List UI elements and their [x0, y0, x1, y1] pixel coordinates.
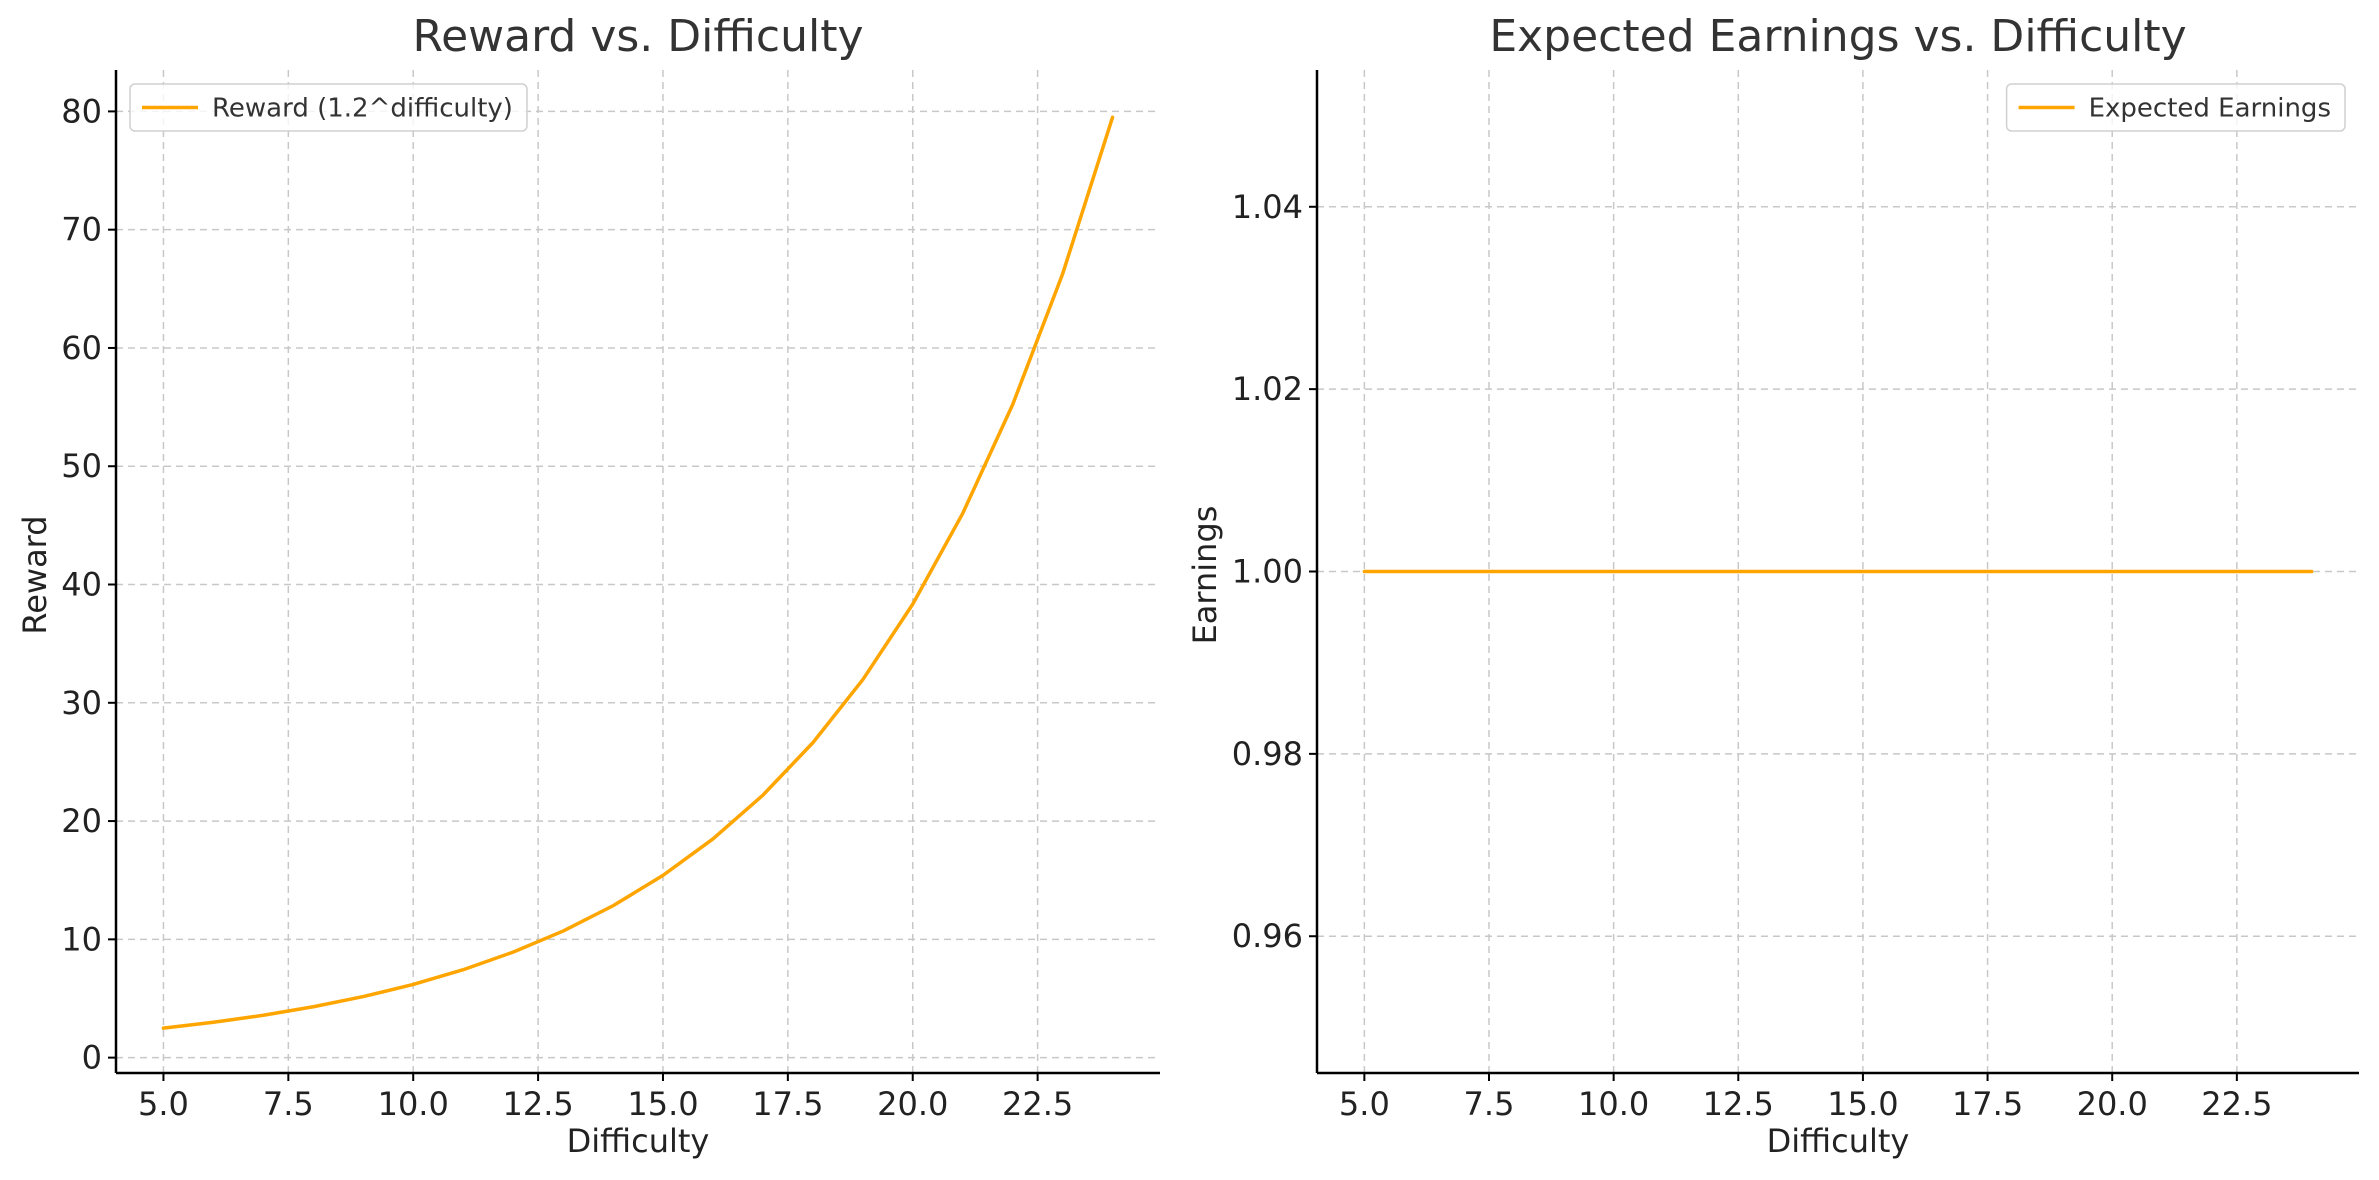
x-axis-label: Difficulty [567, 1122, 710, 1160]
x-tick-label: 17.5 [1952, 1085, 2023, 1123]
x-tick-label: 22.5 [2201, 1085, 2272, 1123]
chart-title: Reward vs. Difficulty [412, 11, 863, 62]
x-tick-label: 20.0 [2077, 1085, 2148, 1123]
x-tick-label: 7.5 [263, 1085, 314, 1123]
y-tick-label: 0 [82, 1039, 102, 1077]
legend: Reward (1.2^difficulty) [129, 83, 528, 132]
legend: Expected Earnings [2005, 83, 2346, 132]
x-tick-label: 10.0 [1578, 1085, 1649, 1123]
y-tick-label: 50 [61, 447, 102, 485]
x-tick-label: 5.0 [1339, 1085, 1390, 1123]
y-tick-label: 1.00 [1232, 553, 1303, 591]
x-tick-label: 20.0 [877, 1085, 948, 1123]
legend-box [2005, 83, 2346, 132]
x-tick-label: 12.5 [1703, 1085, 1774, 1123]
legend-box [129, 83, 528, 132]
y-tick-label: 1.02 [1232, 370, 1303, 408]
y-tick-label: 1.04 [1232, 188, 1303, 226]
chart-title: Expected Earnings vs. Difficulty [1489, 11, 2186, 62]
y-axis-label: Earnings [1186, 506, 1224, 645]
y-tick-label: 70 [61, 211, 102, 249]
x-tick-label: 15.0 [1827, 1085, 1898, 1123]
y-axis-label: Reward [16, 515, 54, 634]
reward-chart: Reward vs. Difficulty Difficulty Reward … [16, 11, 1160, 1160]
legend-label: Reward (1.2^difficulty) [212, 94, 513, 124]
x-tick-label: 15.0 [627, 1085, 698, 1123]
y-tick-label: 0.96 [1232, 917, 1303, 955]
y-tick-label: 60 [61, 329, 102, 367]
y-tick-label: 10 [61, 920, 102, 958]
x-tick-label: 7.5 [1464, 1085, 1515, 1123]
y-tick-label: 30 [61, 684, 102, 722]
x-tick-label: 10.0 [378, 1085, 449, 1123]
x-tick-label: 5.0 [138, 1085, 189, 1123]
x-tick-label: 22.5 [1002, 1085, 1073, 1123]
y-tick-label: 80 [61, 92, 102, 130]
x-tick-label: 17.5 [752, 1085, 823, 1123]
expected-earnings-chart: Expected Earnings vs. Difficulty Difficu… [1186, 11, 2359, 1160]
x-tick-label: 12.5 [502, 1085, 573, 1123]
y-tick-label: 40 [61, 566, 102, 604]
legend-label: Expected Earnings [2089, 94, 2331, 124]
x-axis-label: Difficulty [1767, 1122, 1910, 1160]
y-tick-label: 0.98 [1232, 735, 1303, 773]
y-tick-label: 20 [61, 802, 102, 840]
series-line [161, 115, 1115, 1030]
